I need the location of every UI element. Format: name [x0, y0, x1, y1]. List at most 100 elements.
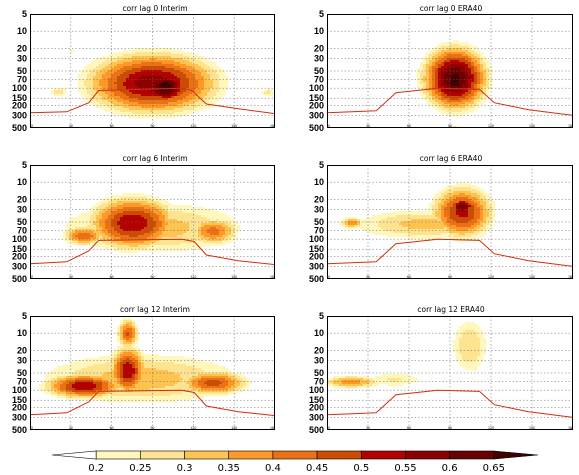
heatmap-cell	[438, 225, 442, 228]
heatmap-cell	[216, 229, 220, 232]
heatmap-cell	[108, 96, 112, 99]
heatmap-cell	[126, 50, 130, 53]
heatmap-cell	[111, 356, 115, 359]
heatmap-cell	[159, 94, 163, 97]
heatmap-cell	[141, 193, 145, 196]
heatmap-cell	[162, 48, 166, 51]
heatmap-cell	[189, 72, 193, 75]
heatmap-cell	[480, 215, 484, 218]
heatmap-cell	[432, 62, 436, 65]
heatmap-cell	[399, 235, 403, 238]
heatmap-cell	[111, 205, 115, 208]
heatmap-cell	[441, 215, 445, 218]
heatmap-cell	[447, 106, 451, 109]
heatmap-cell	[135, 114, 139, 117]
heatmap-cell	[222, 366, 226, 369]
heatmap-cell	[450, 185, 454, 188]
heatmap-cell	[477, 58, 481, 61]
heatmap-cell	[375, 223, 379, 226]
heatmap-cell	[450, 191, 454, 194]
heatmap-cell	[186, 243, 190, 246]
heatmap-cell	[153, 86, 157, 89]
heatmap-cell	[93, 221, 97, 224]
heatmap-cell	[435, 215, 439, 218]
heatmap-cell	[144, 243, 148, 246]
heatmap-cell	[210, 366, 214, 369]
heatmap-cell	[153, 243, 157, 246]
heatmap-cell	[423, 237, 427, 240]
heatmap-cell	[186, 211, 190, 214]
heatmap-cell	[465, 237, 469, 240]
heatmap-cell	[84, 372, 88, 375]
heatmap-cell	[207, 80, 211, 83]
heatmap-cell	[195, 60, 199, 63]
heatmap-cell	[66, 227, 70, 230]
heatmap-cell	[447, 58, 451, 61]
heatmap-cell	[216, 215, 220, 218]
heatmap-cell	[483, 72, 487, 75]
heatmap-cell	[120, 364, 124, 367]
heatmap-cell	[81, 225, 85, 228]
heatmap-cell	[114, 368, 118, 371]
heatmap-cell	[345, 223, 349, 226]
heatmap-cell	[441, 42, 445, 45]
heatmap-cell	[465, 213, 469, 216]
heatmap-cell	[141, 110, 145, 113]
heatmap-cell	[135, 336, 139, 339]
heatmap-cell	[132, 58, 136, 61]
heatmap-cell	[102, 92, 106, 95]
heatmap-cell	[444, 217, 448, 220]
heatmap-cell	[135, 106, 139, 109]
heatmap-cell	[108, 247, 112, 250]
heatmap-cell	[147, 98, 151, 101]
heatmap-cell	[459, 199, 463, 202]
heatmap-cell	[423, 58, 427, 61]
heatmap-cell	[96, 60, 100, 63]
heatmap-cell	[171, 205, 175, 208]
heatmap-cell	[222, 72, 226, 75]
heatmap-cell	[141, 203, 145, 206]
heatmap-cell	[462, 48, 466, 51]
heatmap-cell	[177, 90, 181, 93]
heatmap-cell	[186, 362, 190, 365]
heatmap-cell	[135, 362, 139, 365]
heatmap-cell	[483, 76, 487, 79]
heatmap-cell	[174, 80, 178, 83]
heatmap-cell	[156, 100, 160, 103]
heatmap-cell	[429, 76, 433, 79]
heatmap-cell	[150, 50, 154, 53]
heatmap-cell	[213, 80, 217, 83]
heatmap-cell	[444, 106, 448, 109]
heatmap-cell	[78, 227, 82, 230]
heatmap-cell	[402, 225, 406, 228]
heatmap-cell	[456, 213, 460, 216]
heatmap-cell	[192, 241, 196, 244]
heatmap-cell	[450, 199, 454, 202]
heatmap-cell	[168, 66, 172, 69]
heatmap-cell	[174, 78, 178, 81]
heatmap-cell	[432, 213, 436, 216]
heatmap-cell	[339, 223, 343, 226]
heatmap-cell	[165, 96, 169, 99]
heatmap-cell	[444, 46, 448, 49]
heatmap-cell	[405, 227, 409, 230]
heatmap-cell	[126, 58, 130, 61]
heatmap-cell	[81, 237, 85, 240]
heatmap-cell	[114, 249, 118, 252]
heatmap-cell	[84, 96, 88, 99]
heatmap-cell	[102, 102, 106, 105]
heatmap-cell	[435, 197, 439, 200]
heatmap-cell	[111, 66, 115, 69]
heatmap-cell	[432, 66, 436, 69]
heatmap-cell	[219, 84, 223, 87]
heatmap-cell	[429, 54, 433, 57]
heatmap-cell	[105, 219, 109, 222]
heatmap-cell	[453, 110, 457, 113]
heatmap-cell	[213, 102, 217, 105]
heatmap-cell	[162, 108, 166, 111]
heatmap-cell	[72, 223, 76, 226]
heatmap-cell	[129, 84, 133, 87]
heatmap-cell	[150, 78, 154, 81]
heatmap-cell	[123, 207, 127, 210]
heatmap-cell	[450, 217, 454, 220]
